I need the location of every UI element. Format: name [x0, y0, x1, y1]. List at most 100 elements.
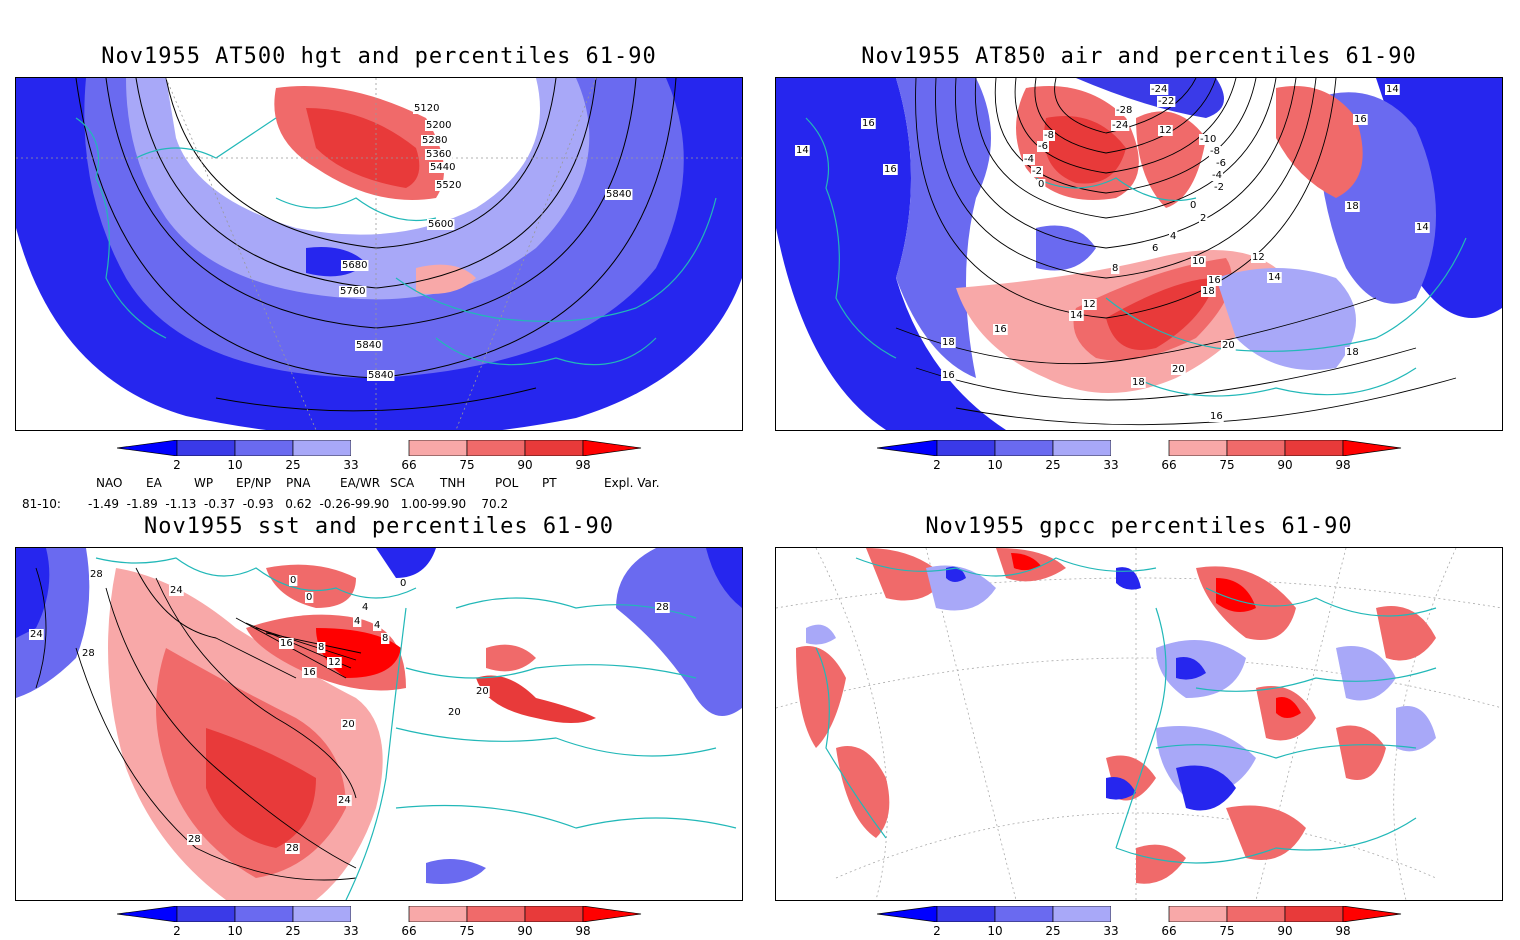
contour-label: 14 — [796, 145, 809, 156]
cbar-seg-6 — [466, 440, 526, 456]
map-panel-air850: -24 -22 -28 -24 -8 -6 -4 -2 0 12 -10 -8 … — [775, 77, 1503, 431]
cbar-seg-2 — [994, 906, 1054, 922]
contour-label: 6 — [1152, 243, 1158, 254]
contour-label: -4 — [1212, 170, 1222, 181]
cbar-seg-3 — [292, 906, 352, 922]
colorbar-swatches — [117, 906, 642, 922]
cbar-seg-5 — [408, 440, 468, 456]
contour-label: 18 — [1202, 286, 1215, 297]
contour-label: 8 — [1112, 263, 1118, 274]
contour-label: 5680 — [342, 260, 367, 271]
contour-label: 12 — [328, 657, 341, 668]
cbar-seg-5 — [1168, 906, 1228, 922]
cbar-tick: 75 — [459, 924, 475, 938]
cbar-seg-1 — [936, 440, 996, 456]
contour-label: 14 — [1416, 222, 1429, 233]
cbar-seg-3 — [1052, 906, 1112, 922]
contour-label: 20 — [1222, 340, 1235, 351]
contour-label: 24 — [170, 585, 183, 596]
contour-label: 14 — [1268, 272, 1281, 283]
contour-label: 8 — [382, 633, 388, 644]
cbar-seg-3 — [1052, 440, 1112, 456]
cbar-seg-1 — [936, 906, 996, 922]
contour-label: 16 — [862, 118, 875, 129]
cbar-tick: 10 — [987, 458, 1003, 472]
contour-label: -24 — [1112, 120, 1128, 131]
contour-label: 28 — [82, 648, 95, 659]
contour-label: 5600 — [428, 219, 453, 230]
cbar-seg-4 — [1111, 440, 1169, 456]
contour-label: 16 — [994, 324, 1007, 335]
index-header-explvar: Expl. Var. — [604, 476, 660, 490]
contour-label: 28 — [90, 569, 103, 580]
colorbar-swatches — [877, 906, 1402, 922]
index-row-values: -1.49 -1.89 -1.13 -0.37 -0.93 0.62 -0.26… — [88, 497, 509, 511]
cbar-seg-1 — [176, 440, 236, 456]
contour-label: 20 — [1172, 364, 1185, 375]
cbar-seg-5 — [408, 906, 468, 922]
contour-label: 5200 — [426, 120, 451, 131]
cbar-tick: 33 — [343, 458, 359, 472]
contour-label: 20 — [476, 686, 489, 697]
cbar-tick: 98 — [1335, 458, 1351, 472]
index-row-label: 81-10: — [22, 497, 61, 511]
cbar-seg-7 — [1284, 906, 1344, 922]
cbar-tick: 66 — [401, 458, 417, 472]
cbar-seg-0 — [117, 440, 178, 456]
colorbar-gpcc: 2 10 25 33 66 75 90 98 — [877, 906, 1437, 940]
contour-label: -2 — [1032, 166, 1042, 177]
cbar-tick: 66 — [1161, 924, 1177, 938]
contour-label: 20 — [342, 719, 355, 730]
cbar-seg-8 — [582, 906, 642, 922]
panel-title-gpcc: Nov1955 gpcc percentiles 61-90 — [925, 514, 1353, 539]
contour-label: 2 — [1200, 213, 1206, 224]
contour-label: 0 — [1190, 200, 1196, 211]
cbar-seg-6 — [1226, 440, 1286, 456]
cbar-tick: 2 — [933, 458, 941, 472]
index-header-nao: NAO — [96, 476, 123, 490]
cbar-seg-2 — [234, 440, 294, 456]
map-panel-gpcc — [775, 547, 1503, 901]
contour-label: -28 — [1116, 105, 1132, 116]
cbar-tick: 98 — [575, 924, 591, 938]
contour-label: -4 — [1024, 154, 1034, 165]
cbar-seg-2 — [994, 440, 1054, 456]
contour-label: 20 — [448, 707, 461, 718]
colorbar-swatches — [117, 440, 642, 456]
cbar-tick: 90 — [1277, 924, 1293, 938]
index-header-pna: PNA — [286, 476, 311, 490]
cbar-tick: 33 — [343, 924, 359, 938]
cbar-seg-8 — [1342, 440, 1402, 456]
contour-label: 0 — [290, 575, 296, 586]
cbar-seg-6 — [466, 906, 526, 922]
sst-map-graphic: 28 24 24 28 0 0 0 4 4 8 8 12 16 20 20 24… — [16, 548, 742, 900]
panel-title-air850: Nov1955 AT850 air and percentiles 61-90 — [861, 44, 1417, 69]
index-header-pol: POL — [495, 476, 519, 490]
cbar-seg-3 — [292, 440, 352, 456]
contour-label: 16 — [1210, 411, 1223, 422]
index-header-tnh: TNH — [440, 476, 466, 490]
contour-label: 0 — [400, 578, 406, 589]
colorbar-hgt500: 2 10 25 33 66 75 90 98 — [117, 440, 677, 474]
map-panel-sst: 28 24 24 28 0 0 0 4 4 8 8 12 16 20 20 24… — [15, 547, 743, 901]
cbar-seg-4 — [1111, 906, 1169, 922]
panel-title-hgt500: Nov1955 AT500 hgt and percentiles 61-90 — [101, 44, 657, 69]
cbar-tick: 66 — [1161, 458, 1177, 472]
cbar-tick: 2 — [173, 924, 181, 938]
contour-label: 5760 — [340, 286, 365, 297]
colorbar-sst: 2 10 25 33 66 75 90 98 — [117, 906, 677, 940]
contour-label: 24 — [30, 629, 43, 640]
contour-label: 5840 — [368, 370, 393, 381]
contour-label: 12 — [1252, 252, 1265, 263]
cbar-seg-0 — [117, 906, 178, 922]
gpcc-map-graphic — [776, 548, 1502, 900]
cbar-tick: 98 — [575, 458, 591, 472]
cbar-tick: 90 — [1277, 458, 1293, 472]
cbar-seg-8 — [582, 440, 642, 456]
contour-label: 8 — [318, 642, 324, 653]
contour-label: 28 — [188, 834, 201, 845]
contour-label: 16 — [1354, 114, 1367, 125]
index-header-sca: SCA — [390, 476, 415, 490]
contour-label: 18 — [1132, 377, 1145, 388]
cbar-seg-8 — [1342, 906, 1402, 922]
